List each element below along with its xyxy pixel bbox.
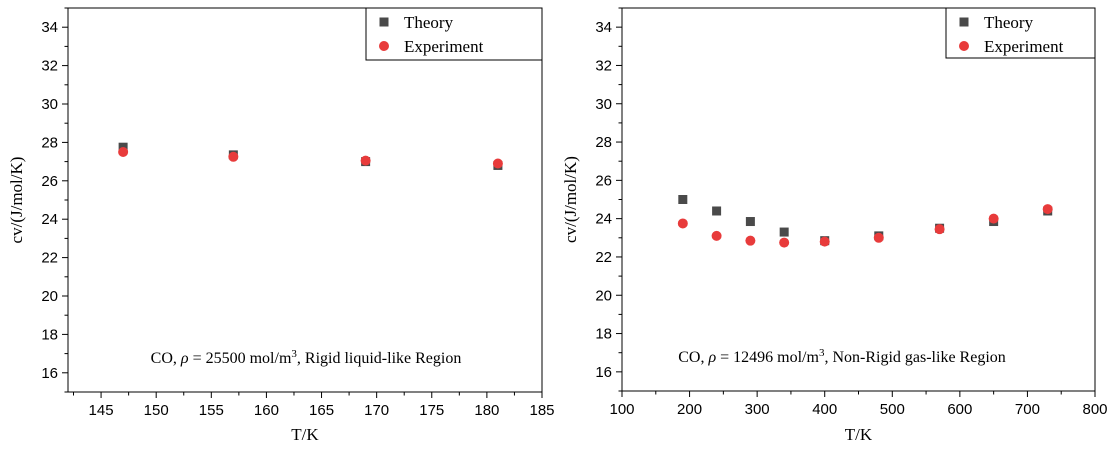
plot-frame	[621, 7, 1096, 392]
experiment-point	[873, 232, 884, 243]
annotation-exp: 3	[291, 348, 297, 360]
legend-label: Theory	[984, 13, 1034, 32]
legend: Theory Experiment	[365, 7, 543, 61]
legend-theory-marker	[959, 17, 969, 27]
annotation-exp: 3	[819, 347, 825, 359]
theory-point	[678, 195, 688, 204]
legend-frame	[945, 7, 1096, 59]
legend: Theory Experiment	[945, 7, 1096, 59]
annotation-rho-symbol: ρ	[180, 350, 189, 367]
x-tick-label: 185	[529, 402, 554, 419]
y-tick-label: 34	[41, 19, 58, 36]
x-tick-label: 155	[199, 402, 224, 419]
experiment-point	[1042, 204, 1053, 215]
legend-theory-marker	[379, 17, 389, 27]
region-annotation: CO, ρ = 12496 mol/m3, Non-Rigid gas-like…	[678, 347, 1006, 366]
x-axis-title: T/K	[291, 425, 319, 444]
region-annotation: CO, ρ = 25500 mol/m3, Rigid liquid-like …	[151, 348, 462, 367]
y-tick-label: 20	[41, 288, 58, 305]
legend-frame	[365, 7, 543, 61]
y-tick-label: 16	[595, 364, 612, 381]
plot-frame	[67, 7, 543, 393]
experiment-point	[819, 236, 830, 247]
annotation-rho-symbol: ρ	[707, 349, 716, 366]
y-tick-label: 18	[41, 326, 58, 343]
experiment-point	[492, 158, 503, 169]
y-tick-label: 20	[595, 287, 612, 304]
y-tick-label: 26	[41, 173, 58, 190]
experiment-point	[118, 147, 129, 157]
x-tick-label: 100	[609, 401, 634, 418]
legend-label: Experiment	[984, 37, 1064, 56]
experiment-point	[779, 237, 790, 248]
y-tick-label: 34	[595, 19, 612, 36]
annotation-suffix: , Rigid liquid-like Region	[297, 350, 461, 367]
y-tick-label: 26	[595, 172, 612, 189]
y-tick-label: 18	[595, 326, 612, 343]
theory-point	[745, 217, 755, 227]
x-tick-label: 400	[812, 401, 837, 418]
annotation-suffix: , Non-Rigid gas-like Region	[824, 349, 1005, 366]
x-tick-label: 600	[947, 401, 972, 418]
x-tick-label: 165	[309, 402, 334, 419]
y-tick-label: 22	[41, 250, 58, 267]
x-tick-label: 175	[419, 402, 444, 419]
theory-point	[779, 227, 789, 237]
x-tick-label: 180	[474, 402, 499, 419]
y-tick-label: 32	[41, 58, 58, 75]
experiment-point	[988, 213, 999, 224]
series-experiment	[677, 204, 1053, 248]
annotation-prefix: CO,	[678, 349, 708, 366]
y-tick-label: 32	[595, 57, 612, 74]
y-tick-label: 30	[595, 96, 612, 113]
x-tick-label: 200	[677, 401, 702, 418]
x-tick-label: 160	[254, 402, 279, 419]
experiment-point	[934, 224, 945, 235]
y-tick-label: 24	[595, 211, 612, 228]
y-axis-title: cv/(J/mol/K)	[7, 157, 26, 244]
y-tick-label: 24	[41, 211, 58, 228]
y-tick-label: 16	[41, 365, 58, 382]
x-tick-label: 150	[144, 402, 169, 419]
x-tick-label: 170	[364, 402, 389, 419]
chart-1: 145 150 155 160 165 170 175 180 185 16 18 20 22 24 26 2…	[7, 7, 555, 444]
y-tick-label: 28	[595, 134, 612, 151]
y-axis-title: cv/(J/mol/K)	[561, 156, 580, 243]
legend-label: Experiment	[404, 37, 484, 56]
x-tick-label: 700	[1015, 401, 1040, 418]
y-tick-label: 30	[41, 96, 58, 113]
y-tick-label: 28	[41, 134, 58, 151]
x-tick-label: 300	[745, 401, 770, 418]
annotation-mid: = 25500 mol/m	[189, 350, 292, 367]
experiment-point	[745, 235, 756, 246]
legend-experiment-marker	[959, 41, 969, 51]
theory-point	[712, 206, 722, 216]
chart-2: 100 200 300 400 500 600 700 800 16 18 20 22 24 26 28 30…	[561, 7, 1108, 444]
x-tick-label: 500	[880, 401, 905, 418]
y-tick-label: 22	[595, 249, 612, 266]
legend-label: Theory	[404, 13, 454, 32]
annotation-mid: = 12496 mol/m	[716, 349, 819, 366]
series-theory	[118, 142, 503, 170]
series-experiment	[118, 147, 503, 169]
experiment-point	[360, 155, 371, 166]
legend-experiment-marker	[379, 41, 389, 51]
x-tick-label: 800	[1082, 401, 1107, 418]
experiment-point	[677, 218, 688, 229]
x-axis-title: T/K	[845, 425, 873, 444]
experiment-point	[228, 151, 239, 162]
x-tick-label: 145	[89, 402, 114, 419]
experiment-point	[711, 230, 722, 241]
annotation-prefix: CO,	[151, 350, 181, 367]
